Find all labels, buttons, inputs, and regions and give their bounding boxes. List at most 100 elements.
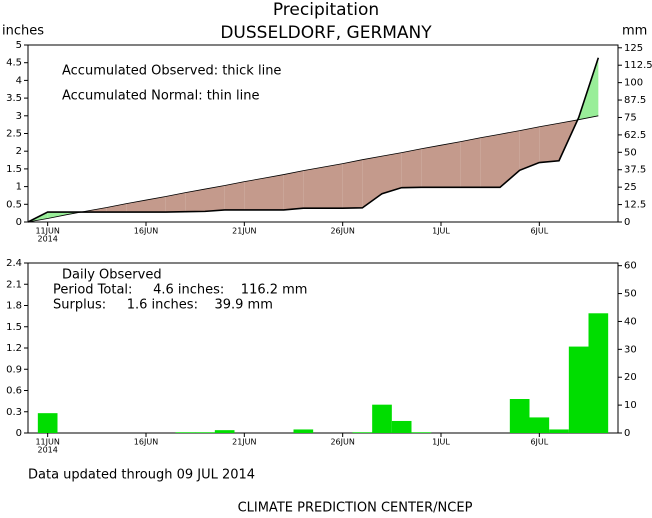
y2-tick-label: 112.5 bbox=[624, 60, 652, 71]
difference-fill bbox=[323, 163, 343, 209]
y-tick-label: 3.5 bbox=[6, 93, 22, 104]
y2-tick-label: 75 bbox=[624, 112, 637, 123]
x-tick-label: 11JUN bbox=[35, 438, 59, 447]
y2-tick-label: 100 bbox=[624, 78, 643, 89]
y2-tick-label: 62.5 bbox=[624, 130, 646, 141]
y-tick-label: 1.5 bbox=[6, 164, 22, 175]
y2-tick-label: 0 bbox=[624, 428, 630, 439]
y-tick-label: 3 bbox=[16, 111, 22, 122]
y2-tick-label: 87.5 bbox=[624, 95, 646, 106]
y-tick-label: 0 bbox=[16, 217, 22, 228]
bar bbox=[588, 313, 609, 433]
bar bbox=[568, 346, 589, 433]
y2-tick-label: 37.5 bbox=[624, 165, 646, 176]
series-line bbox=[27, 115, 599, 223]
y-tick-label: 0.5 bbox=[6, 199, 22, 210]
y-tick-label: 1.2 bbox=[6, 343, 22, 354]
y2-tick-label: 20 bbox=[624, 372, 637, 383]
chart-subtitle: DUSSELDORF, GERMANY bbox=[220, 23, 432, 43]
y2-tick-label: 50 bbox=[624, 147, 637, 158]
y2-tick-label: 60 bbox=[624, 261, 637, 272]
footer-note: Data updated through 09 JUL 2014 bbox=[28, 468, 255, 483]
difference-fill bbox=[264, 174, 284, 210]
x-tick-label: 26JUN bbox=[330, 227, 354, 236]
bar bbox=[529, 417, 550, 433]
bar bbox=[293, 429, 314, 433]
x-tick-label: 6JUL bbox=[530, 438, 548, 447]
bar bbox=[175, 432, 196, 433]
x-tick-label: 21JUN bbox=[232, 438, 256, 447]
difference-fill bbox=[146, 196, 166, 213]
bar bbox=[549, 429, 569, 433]
y-tick-label: 0.3 bbox=[6, 407, 22, 418]
x-tick-label: 16JUN bbox=[134, 438, 158, 447]
x-year-label: 2014 bbox=[37, 235, 57, 244]
series-line bbox=[27, 57, 600, 223]
annotation: Period Total: 4.6 inches: 116.2 mm bbox=[53, 283, 307, 298]
difference-fill bbox=[224, 181, 245, 210]
difference-fill bbox=[165, 192, 186, 213]
y-tick-label: 1.8 bbox=[6, 301, 22, 312]
y-tick-label: 0.9 bbox=[6, 364, 22, 375]
x-tick-label: 11JUN bbox=[35, 227, 59, 236]
bar bbox=[391, 420, 412, 433]
difference-fill bbox=[421, 145, 441, 188]
y2-axis-label: mm bbox=[622, 24, 647, 39]
y-tick-label: 2.5 bbox=[6, 129, 22, 140]
y-tick-label: 4 bbox=[16, 75, 22, 86]
difference-fill bbox=[303, 167, 323, 209]
x-tick-label: 1JUL bbox=[432, 438, 450, 447]
y2-tick-label: 25 bbox=[624, 182, 637, 193]
bar bbox=[372, 404, 392, 433]
difference-fill bbox=[47, 212, 68, 219]
x-tick-label: 6JUL bbox=[530, 227, 548, 236]
x-tick-label: 21JUN bbox=[232, 227, 256, 236]
y-tick-label: 2.1 bbox=[6, 279, 22, 290]
y2-tick-label: 12.5 bbox=[624, 200, 646, 211]
y-tick-label: 4.5 bbox=[6, 58, 22, 69]
y-tick-label: 0.6 bbox=[6, 386, 22, 397]
difference-fill bbox=[342, 159, 363, 209]
difference-fill bbox=[500, 130, 520, 188]
annotation: Accumulated Observed: thick line bbox=[62, 64, 281, 79]
y-tick-label: 1.5 bbox=[6, 322, 22, 333]
y2-tick-label: 10 bbox=[624, 400, 637, 411]
chart-title: Precipitation bbox=[273, 0, 379, 20]
bar bbox=[214, 430, 235, 433]
annotation: Accumulated Normal: thin line bbox=[62, 89, 260, 104]
annotation: Surplus: 1.6 inches: 39.9 mm bbox=[53, 298, 273, 313]
difference-fill bbox=[441, 141, 461, 188]
y-axis-label: inches bbox=[2, 24, 44, 39]
difference-fill bbox=[460, 137, 481, 188]
bar bbox=[411, 432, 432, 433]
y-tick-label: 5 bbox=[16, 40, 22, 51]
difference-fill bbox=[205, 185, 225, 212]
y2-tick-label: 0 bbox=[624, 217, 630, 228]
y2-tick-label: 50 bbox=[624, 289, 637, 300]
bar bbox=[509, 399, 530, 433]
y-tick-label: 0 bbox=[16, 428, 22, 439]
credit: CLIMATE PREDICTION CENTER/NCEP bbox=[238, 501, 473, 516]
y2-tick-label: 125 bbox=[624, 43, 643, 54]
difference-fill bbox=[401, 148, 422, 188]
y-tick-label: 2.4 bbox=[6, 258, 22, 269]
bar bbox=[37, 413, 58, 433]
difference-fill bbox=[539, 123, 559, 163]
difference-fill bbox=[362, 156, 382, 208]
difference-fill bbox=[519, 126, 540, 171]
difference-fill bbox=[106, 203, 127, 213]
bar bbox=[352, 432, 373, 433]
difference-fill bbox=[382, 152, 402, 194]
difference-fill bbox=[480, 134, 500, 188]
y-tick-label: 2 bbox=[16, 146, 22, 157]
x-tick-label: 26JUN bbox=[330, 438, 354, 447]
difference-fill bbox=[283, 170, 304, 210]
y2-tick-label: 30 bbox=[624, 344, 637, 355]
difference-fill bbox=[185, 189, 205, 212]
y-tick-label: 1 bbox=[16, 182, 22, 193]
x-tick-label: 1JUL bbox=[432, 227, 450, 236]
difference-fill bbox=[244, 178, 264, 210]
x-tick-label: 16JUN bbox=[134, 227, 158, 236]
bar bbox=[195, 432, 215, 433]
